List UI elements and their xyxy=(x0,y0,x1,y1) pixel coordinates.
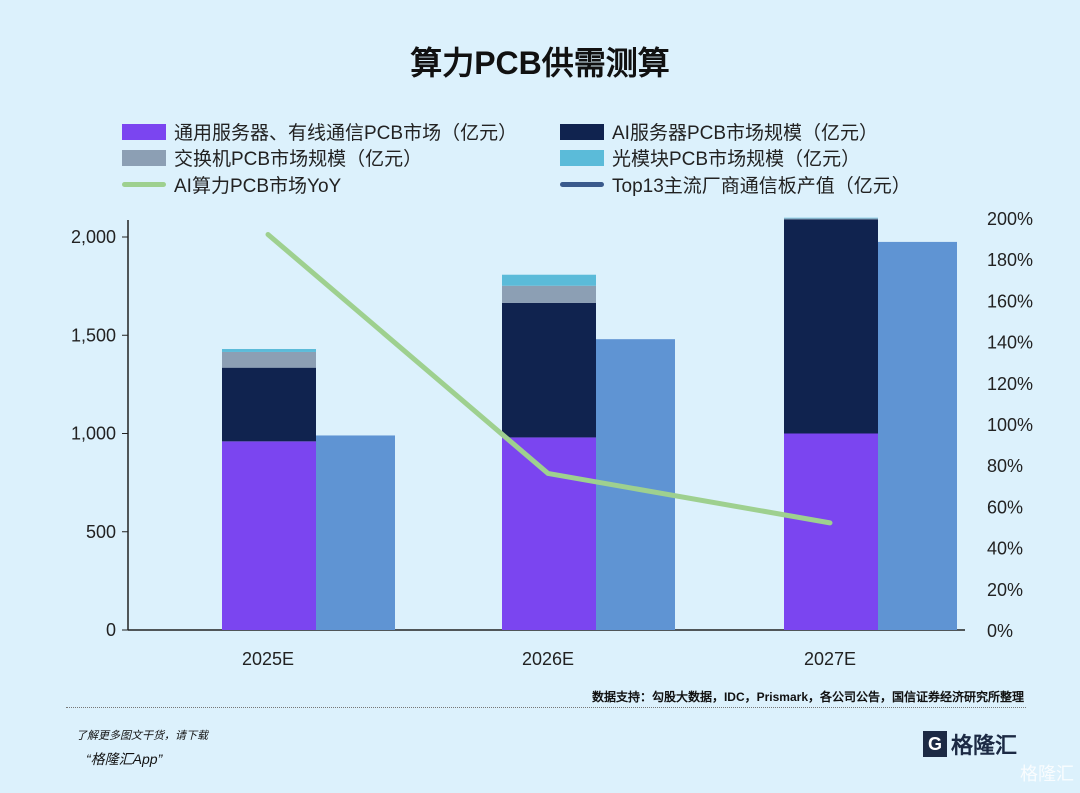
chart: 0 500 1,000 1,500 2,000 0% 20% 40% 60% 80% 100% 120… xyxy=(71,209,1033,669)
legend-swatch xyxy=(122,149,166,166)
right-tick-label: 140% xyxy=(987,333,1033,353)
divider xyxy=(66,707,1026,708)
stacked-bar-segment xyxy=(222,351,316,368)
top13-bar xyxy=(316,435,395,630)
legend-swatch xyxy=(122,123,166,140)
logo: G 格隆汇 xyxy=(923,728,1017,760)
legend-label: 交换机PCB市场规模（亿元） xyxy=(174,149,423,170)
stacked-bar-segment xyxy=(784,217,878,219)
promo-app-name: “格隆汇App” xyxy=(86,751,163,767)
legend-item: 交换机PCB市场规模（亿元） xyxy=(122,144,422,171)
promo-text: 了解更多图文干货，请下载 xyxy=(76,730,208,742)
x-tick-label: 2025E xyxy=(242,649,294,669)
stacked-bar-segment xyxy=(502,437,596,630)
legend-item: AI服务器PCB市场规模（亿元） xyxy=(560,118,878,145)
logo-icon: G xyxy=(923,731,947,757)
legend-swatch xyxy=(560,123,604,140)
stacked-bar-segment xyxy=(502,285,596,303)
logo-text: 格隆汇 xyxy=(951,733,1018,758)
legend-swatch xyxy=(560,149,604,166)
chart-title: 算力PCB供需测算 xyxy=(410,45,670,81)
legend-label: AI服务器PCB市场规模（亿元） xyxy=(612,123,879,144)
left-tick-label: 2,000 xyxy=(71,227,116,247)
right-tick-label: 120% xyxy=(987,374,1033,394)
legend-label: 通用服务器、有线通信PCB市场（亿元） xyxy=(174,123,518,144)
legend-label: AI算力PCB市场YoY xyxy=(174,176,342,197)
stacked-bar-segment xyxy=(222,349,316,352)
stacked-bar-segment xyxy=(222,441,316,630)
legend-label: 光模块PCB市场规模（亿元） xyxy=(612,149,861,170)
yoy-point xyxy=(828,520,832,525)
yoy-point xyxy=(266,232,270,237)
legend-item: Top13主流厂商通信板产值（亿元） xyxy=(560,171,911,198)
right-tick-label: 80% xyxy=(987,456,1023,476)
right-tick-label: 0% xyxy=(987,621,1013,641)
stacked-bar-segment xyxy=(784,219,878,434)
right-tick-label: 180% xyxy=(987,250,1033,270)
yoy-point xyxy=(546,471,550,476)
stacked-bar-segment xyxy=(222,367,316,442)
stacked-bar-segment xyxy=(784,218,878,220)
top13-bar xyxy=(878,241,957,630)
right-tick-label: 100% xyxy=(987,415,1033,435)
x-tick-label: 2026E xyxy=(522,649,574,669)
right-tick-label: 40% xyxy=(987,539,1023,559)
x-tick-label: 2027E xyxy=(804,649,856,669)
right-tick-label: 20% xyxy=(987,580,1023,600)
stacked-bar-segment xyxy=(502,302,596,438)
stacked-bar-segment xyxy=(502,274,596,286)
left-tick-label: 1,500 xyxy=(71,325,116,345)
watermark: 格隆汇 xyxy=(1020,764,1074,784)
legend-label: Top13主流厂商通信板产值（亿元） xyxy=(612,176,911,197)
stacked-bar-segment xyxy=(784,433,878,630)
legend-line xyxy=(122,182,166,187)
right-tick-label: 60% xyxy=(987,497,1023,517)
legend-item: 光模块PCB市场规模（亿元） xyxy=(560,144,860,171)
right-tick-label: 200% xyxy=(987,209,1033,229)
legend-line xyxy=(560,182,604,187)
source-note: 数据支持：勾股大数据，IDC，Prismark，各公司公告，国信证券经济研究所整… xyxy=(591,690,1024,704)
right-tick-label: 160% xyxy=(987,291,1033,311)
left-tick-label: 1,000 xyxy=(71,424,116,444)
legend-item: 通用服务器、有线通信PCB市场（亿元） xyxy=(122,118,517,145)
left-tick-label: 0 xyxy=(106,620,116,640)
left-tick-label: 500 xyxy=(86,522,116,542)
legend-item: AI算力PCB市场YoY xyxy=(122,171,341,198)
